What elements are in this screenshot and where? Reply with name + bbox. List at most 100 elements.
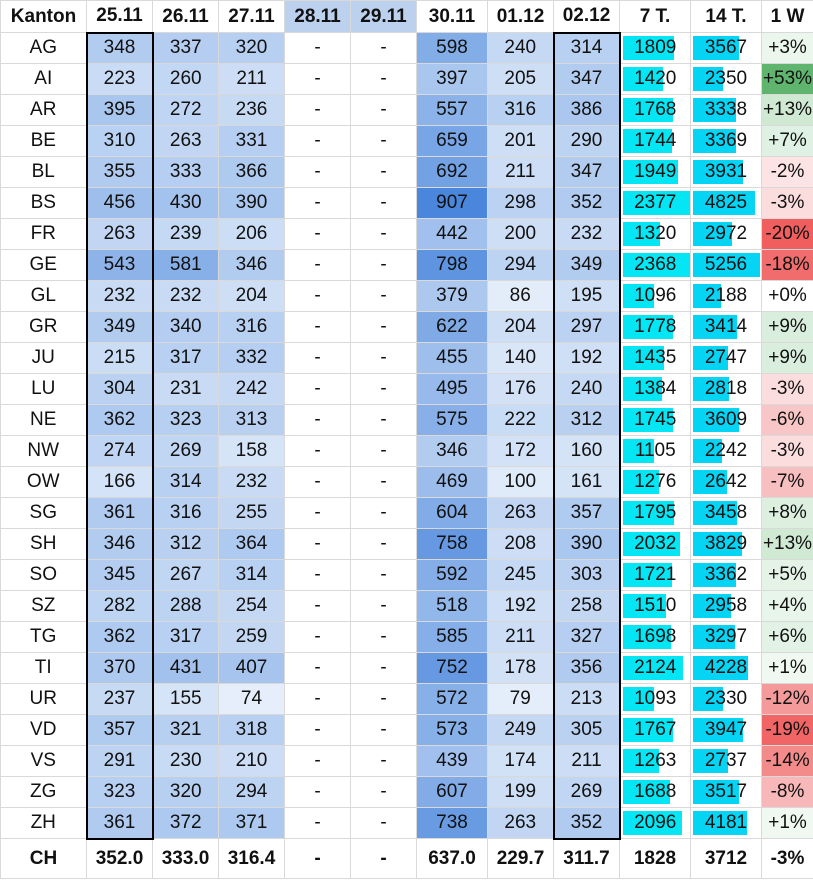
fourteen-day-bar-label: 2350 [704, 68, 748, 89]
seven-day-bar-cell: 1744 [619, 125, 691, 157]
fourteen-day-bar-label: 2972 [704, 223, 748, 244]
day-value-cell: 263 [85, 218, 154, 250]
day-value-cell: 259 [218, 621, 285, 653]
day-value-cell: - [284, 497, 351, 529]
seven-day-bar [622, 656, 683, 680]
day-value-cell: 390 [218, 187, 285, 219]
seven-day-bar-label: 2368 [634, 254, 677, 275]
seven-day-bar [622, 36, 674, 60]
day-value-cell: 314 [152, 466, 219, 498]
kanton-cell: ZH [0, 807, 87, 839]
kanton-cell: BS [0, 187, 87, 219]
seven-day-bar-label: 1384 [634, 378, 677, 399]
table-body: AG 348 337 320- -598 240 314 1809 3567 +3% AI 223 26… [0, 31, 813, 840]
kanton-cell: AI [0, 63, 87, 95]
column-header: 28.11 [284, 0, 351, 33]
day-value-cell: 213 [552, 683, 621, 715]
seven-day-bar-label: 1778 [634, 316, 677, 337]
seven-day-bar [622, 160, 679, 184]
fourteen-day-bar [693, 36, 739, 60]
day-value-cell: 758 [416, 528, 488, 560]
day-value-cell: 140 [487, 342, 554, 374]
day-value-cell: 260 [152, 63, 219, 95]
day-value-cell: 469 [416, 466, 488, 498]
day-value-cell: 160 [552, 435, 621, 467]
fourteen-day-bar-cell: 4181 [690, 807, 762, 839]
day-value-cell: 245 [487, 559, 554, 591]
day-value-cell: 340 [152, 311, 219, 343]
table-row: GL 232 232 204- -379 86 195 1096 2188 +0% [0, 280, 813, 312]
fourteen-day-bar-cell: 5256 [690, 249, 762, 281]
day-value-cell: - [284, 249, 351, 281]
day-value-cell: - [350, 311, 417, 343]
day-value-cell: - [350, 187, 417, 219]
day-value-cell: 349 [552, 249, 621, 281]
kanton-cell: GL [0, 280, 87, 312]
day-value-cell: 659 [416, 125, 488, 157]
fourteen-day-bar-label: 3362 [704, 564, 748, 585]
seven-day-bar [622, 439, 654, 463]
kanton-cell: JU [0, 342, 87, 374]
day-value-cell: 155 [152, 683, 219, 715]
week-change-cell: +13% [761, 94, 813, 126]
total-day-cell: 311.7 [553, 838, 620, 879]
day-value-cell: 223 [85, 63, 154, 95]
table-row: TG 362 317 259- -585 211 327 1698 3297 +6% [0, 621, 813, 653]
week-change-cell: +9% [761, 342, 813, 374]
day-value-cell: 100 [487, 466, 554, 498]
kanton-cell: FR [0, 218, 87, 250]
seven-day-bar [622, 811, 683, 835]
total-day-cell: 316.4 [218, 838, 285, 879]
fourteen-day-bar-label: 2747 [704, 347, 748, 368]
day-value-cell: - [284, 156, 351, 188]
seven-day-bar [622, 129, 672, 153]
day-value-cell: 310 [85, 125, 154, 157]
seven-day-bar-cell: 1767 [619, 714, 691, 746]
day-value-cell: 321 [152, 714, 219, 746]
day-value-cell: 430 [152, 187, 219, 219]
day-value-cell: 176 [487, 373, 554, 405]
column-header: 1 W [761, 0, 813, 33]
kanton-cell: OW [0, 466, 87, 498]
seven-day-bar [622, 284, 654, 308]
day-value-cell: 304 [85, 373, 154, 405]
day-value-cell: 204 [218, 280, 285, 312]
day-value-cell: 362 [85, 621, 154, 653]
week-change-cell: -7% [761, 466, 813, 498]
day-value-cell: 518 [416, 590, 488, 622]
day-value-cell: 249 [487, 714, 554, 746]
table-row: AR 395 272 236- -557 316 386 1768 3338 +13% [0, 94, 813, 126]
seven-day-bar-label: 2377 [634, 192, 677, 213]
seven-day-bar-label: 1745 [634, 409, 677, 430]
table-row: ZH 361 372 371- -738 263 352 2096 4181 +1% [0, 807, 813, 840]
seven-day-bar-label: 1744 [634, 130, 677, 151]
day-value-cell: 236 [218, 94, 285, 126]
day-value-cell: 327 [552, 621, 621, 653]
fourteen-day-bar-cell: 3458 [690, 497, 762, 529]
seven-day-bar-cell: 2124 [619, 652, 691, 684]
day-value-cell: 371 [218, 807, 285, 839]
week-change-cell: +9% [761, 311, 813, 343]
day-value-cell: 379 [416, 280, 488, 312]
day-value-cell: - [284, 187, 351, 219]
fourteen-day-bar-cell: 3369 [690, 125, 762, 157]
kanton-cell: GE [0, 249, 87, 281]
fourteen-day-bar-label: 3517 [704, 781, 748, 802]
day-value-cell: 263 [152, 125, 219, 157]
day-value-cell: 86 [487, 280, 554, 312]
seven-day-bar-cell: 1093 [619, 683, 691, 715]
day-value-cell: - [350, 94, 417, 126]
kanton-cell: SH [0, 528, 87, 560]
seven-day-bar-cell: 1435 [619, 342, 691, 374]
day-value-cell: 442 [416, 218, 488, 250]
day-value-cell: 258 [552, 590, 621, 622]
day-value-cell: - [284, 590, 351, 622]
fourteen-day-bar [693, 501, 738, 525]
day-value-cell: - [284, 745, 351, 777]
table-row: NE 362 323 313- -575 222 312 1745 3609 -6% [0, 404, 813, 436]
fourteen-day-bar [693, 811, 747, 835]
fourteen-day-bar-cell: 3338 [690, 94, 762, 126]
seven-day-bar-cell: 1795 [619, 497, 691, 529]
fourteen-day-bar-label: 3947 [704, 719, 748, 740]
day-value-cell: 407 [218, 652, 285, 684]
